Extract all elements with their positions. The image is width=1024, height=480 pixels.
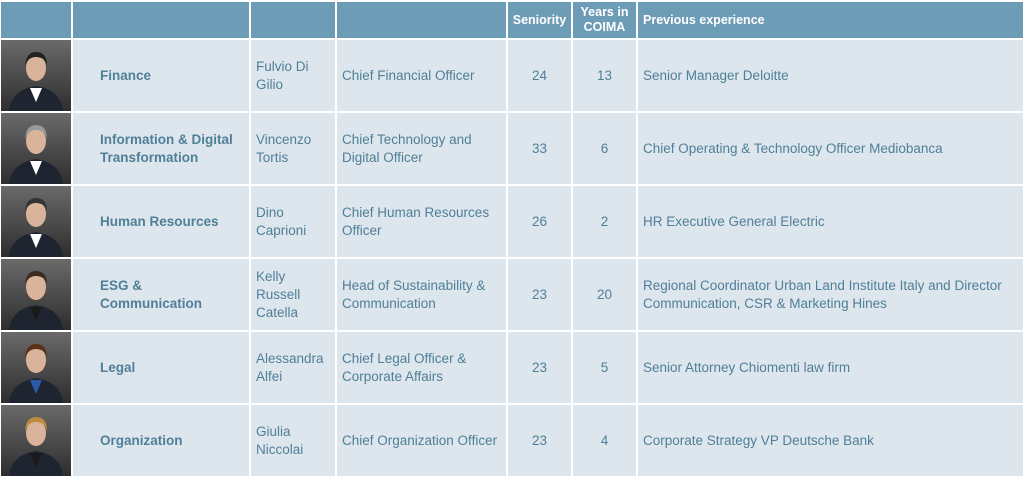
department: Information & Digital Transformation <box>73 113 249 184</box>
role: Chief Legal Officer & Corporate Affairs <box>337 332 506 403</box>
department: Legal <box>73 332 249 403</box>
portrait <box>1 113 71 184</box>
seniority: 23 <box>508 259 571 330</box>
portrait <box>1 40 71 111</box>
seniority: 33 <box>508 113 571 184</box>
department: Human Resources <box>73 186 249 257</box>
years-in-coima: 6 <box>573 113 636 184</box>
years-in-coima: 13 <box>573 40 636 111</box>
role: Head of Sustainability & Communication <box>337 259 506 330</box>
header-cell: Seniority <box>508 2 571 38</box>
seniority: 23 <box>508 405 571 476</box>
portrait <box>1 405 71 476</box>
previous-experience: Senior Attorney Chiomenti law firm <box>638 332 1023 403</box>
header-cell: Previous experience <box>638 2 1023 38</box>
years-in-coima: 2 <box>573 186 636 257</box>
previous-experience: HR Executive General Electric <box>638 186 1023 257</box>
previous-experience: Corporate Strategy VP Deutsche Bank <box>638 405 1023 476</box>
portrait <box>1 332 71 403</box>
header-cell <box>337 2 506 38</box>
role: Chief Human Resources Officer <box>337 186 506 257</box>
name: Giulia Niccolai <box>251 405 335 476</box>
header-cell <box>1 2 71 38</box>
role: Chief Technology and Digital Officer <box>337 113 506 184</box>
name: Vincenzo Tortis <box>251 113 335 184</box>
department: Organization <box>73 405 249 476</box>
name: Kelly Russell Catella <box>251 259 335 330</box>
name: Fulvio Di Gilio <box>251 40 335 111</box>
portrait <box>1 259 71 330</box>
portrait <box>1 186 71 257</box>
name: Alessandra Alfei <box>251 332 335 403</box>
department: ESG & Communication <box>73 259 249 330</box>
years-in-coima: 4 <box>573 405 636 476</box>
seniority: 23 <box>508 332 571 403</box>
name: Dino Caprioni <box>251 186 335 257</box>
previous-experience: Senior Manager Deloitte <box>638 40 1023 111</box>
header-cell <box>251 2 335 38</box>
department: Finance <box>73 40 249 111</box>
previous-experience: Chief Operating & Technology Officer Med… <box>638 113 1023 184</box>
header-cell: Years in COIMA <box>573 2 636 38</box>
role: Chief Financial Officer <box>337 40 506 111</box>
previous-experience: Regional Coordinator Urban Land Institut… <box>638 259 1023 330</box>
seniority: 26 <box>508 186 571 257</box>
role: Chief Organization Officer <box>337 405 506 476</box>
years-in-coima: 5 <box>573 332 636 403</box>
years-in-coima: 20 <box>573 259 636 330</box>
seniority: 24 <box>508 40 571 111</box>
header-cell <box>73 2 249 38</box>
